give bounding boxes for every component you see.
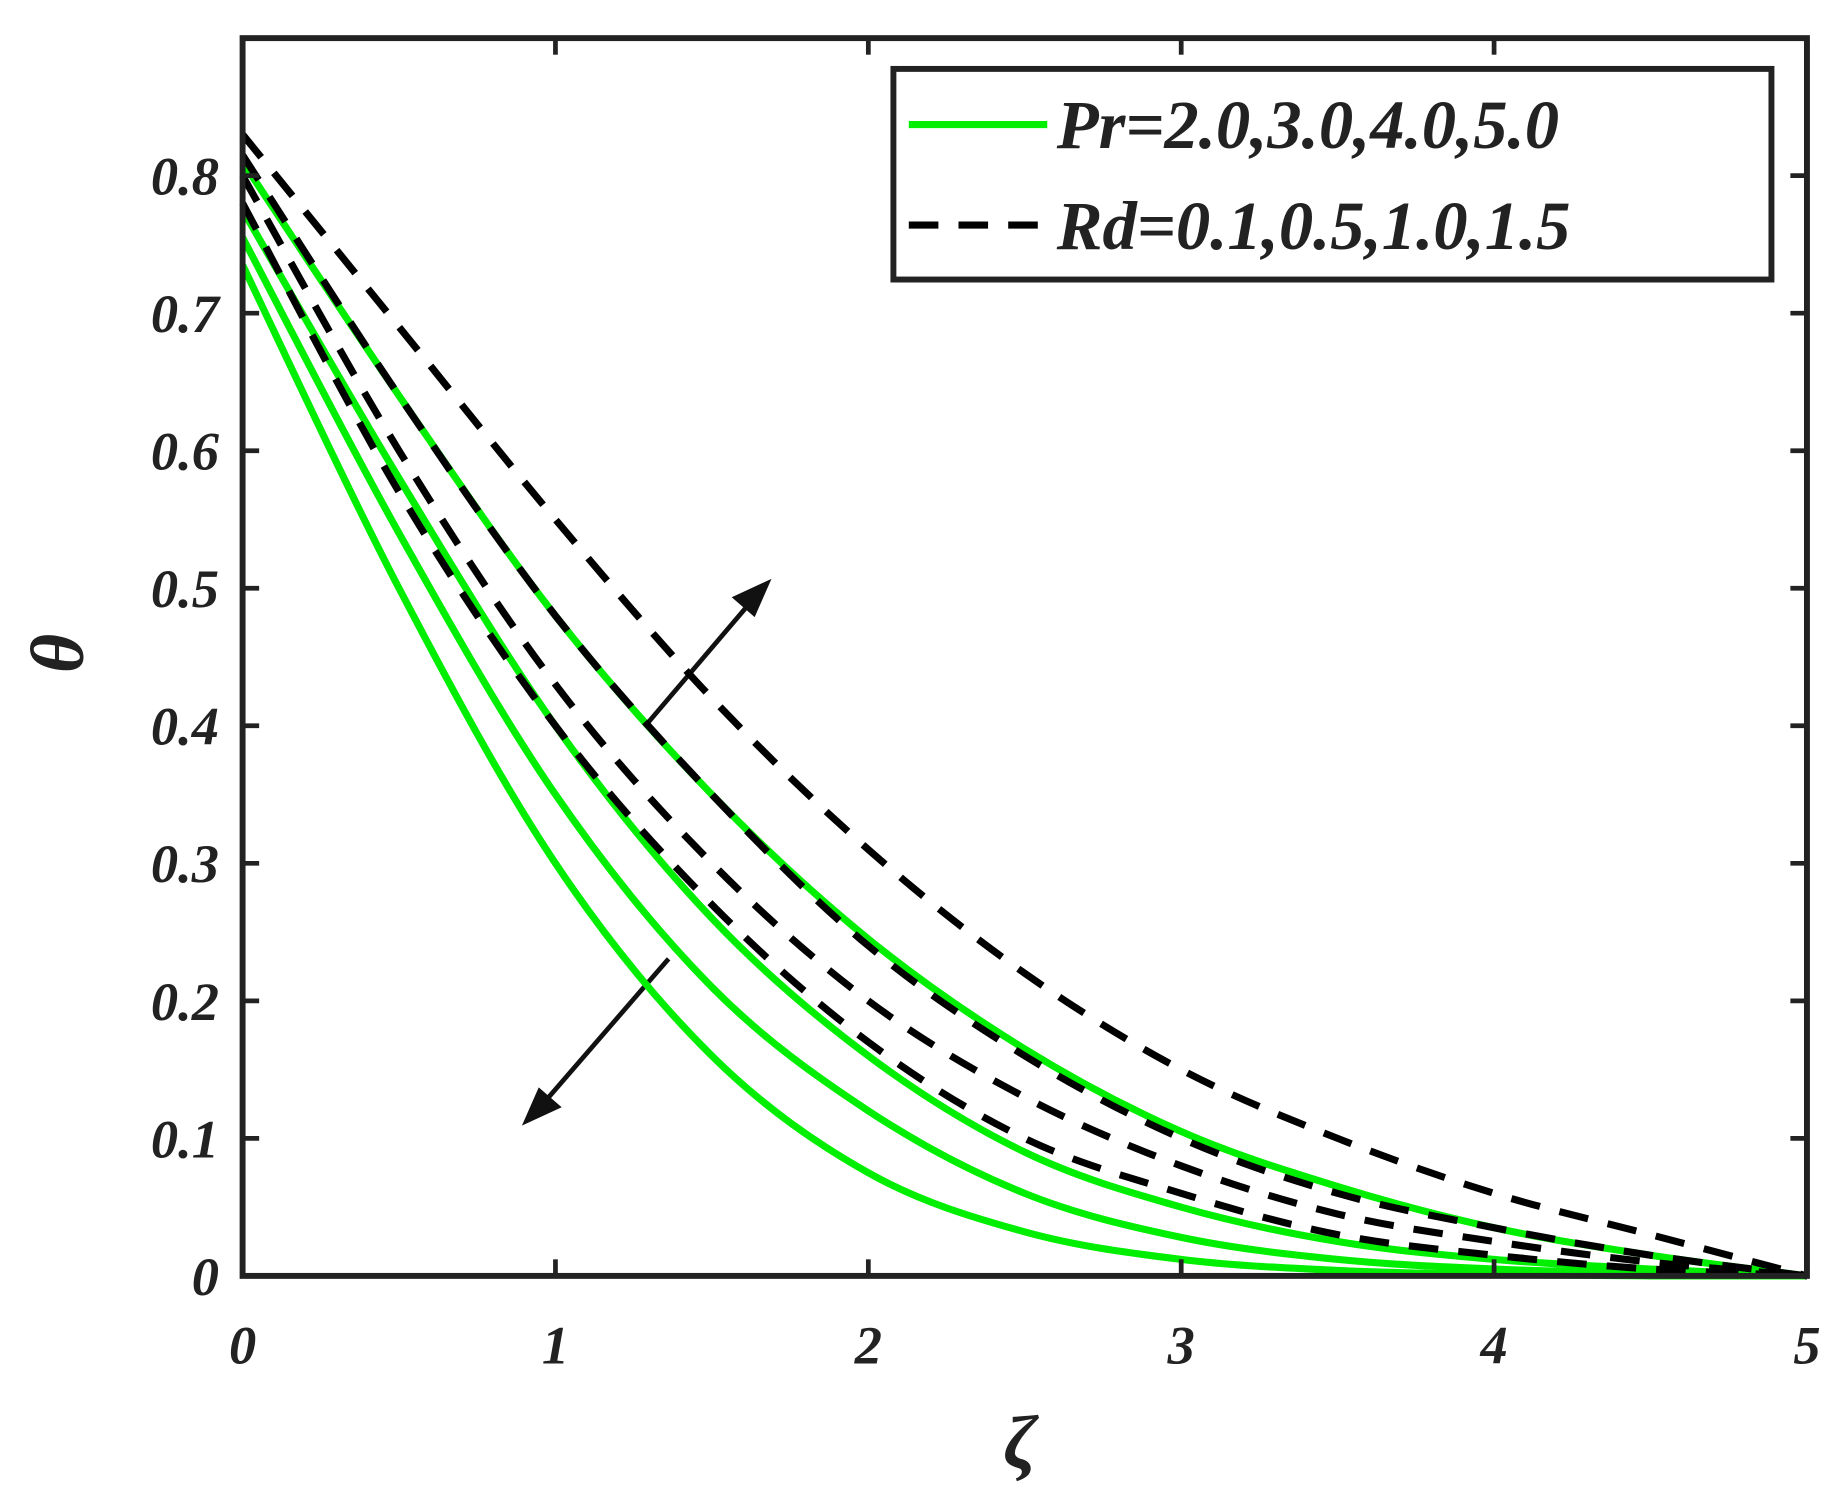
- x-tick-label: 1: [542, 1314, 569, 1375]
- curve: [239, 132, 1808, 1280]
- legend-box: [890, 65, 1775, 283]
- arrow: [536, 957, 671, 1111]
- curve: [239, 263, 1807, 1280]
- y-axis-label: θ: [17, 634, 100, 673]
- y-tick-label: 0.1: [151, 1108, 219, 1169]
- x-tick-label: 4: [1479, 1314, 1507, 1375]
- annotation-arrows: [521, 578, 772, 1126]
- y-tick-label: 0.8: [151, 146, 219, 207]
- x-tick-label: 3: [1167, 1314, 1195, 1375]
- y-tick-label: 0.7: [151, 283, 222, 344]
- curve: [239, 208, 1808, 1280]
- curve: [239, 159, 1808, 1280]
- y-tick-label: 0.6: [151, 421, 220, 482]
- curve: [239, 201, 1808, 1280]
- curve: [239, 173, 1808, 1280]
- y-tick-label: 0.2: [151, 971, 219, 1032]
- y-tick-label: 0: [192, 1246, 219, 1307]
- x-tick-label: 2: [854, 1314, 882, 1375]
- arrow-head: [521, 1087, 562, 1126]
- arrow: [646, 592, 760, 724]
- legend-label: Rd=0.1,0.5,1.0,1.5: [1056, 188, 1571, 264]
- curve: [239, 153, 1808, 1280]
- y-tick-label: 0.5: [151, 558, 219, 619]
- y-tick-label: 0.3: [151, 833, 219, 894]
- legend-label: Pr=2.0,3.0,4.0,5.0: [1056, 87, 1559, 163]
- legend: Pr=2.0,3.0,4.0,5.0 Rd=0.1,0.5,1.0,1.5: [890, 65, 1775, 283]
- arrow-head: [731, 578, 772, 618]
- curve: [239, 235, 1808, 1280]
- plot-frame: [239, 35, 1810, 1279]
- x-axis-label: ζ: [1003, 1402, 1039, 1485]
- x-tick-label: 0: [229, 1314, 256, 1375]
- x-tick-label: 5: [1793, 1314, 1820, 1375]
- y-tick-label: 0.4: [151, 696, 219, 757]
